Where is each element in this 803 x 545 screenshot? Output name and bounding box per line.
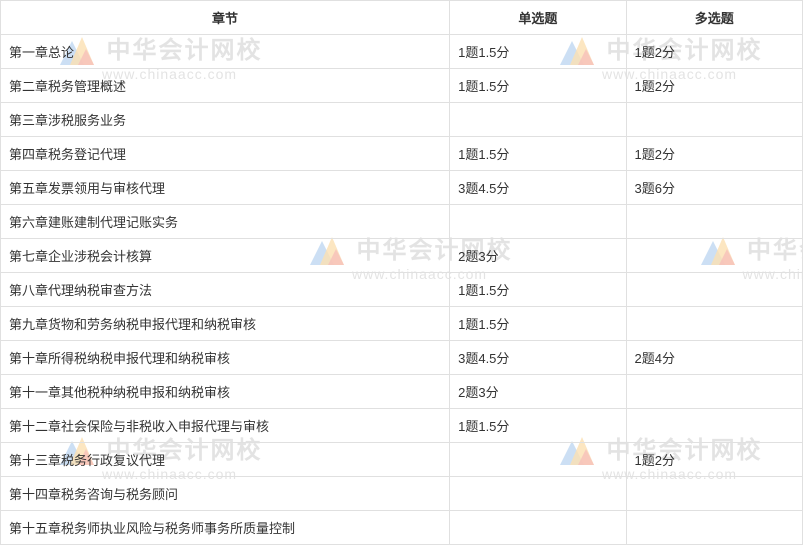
table-row: 第六章建账建制代理记账实务 [1, 205, 803, 239]
cell-chapter: 第十一章其他税种纳税申报和纳税审核 [1, 375, 450, 409]
cell-chapter: 第八章代理纳税审查方法 [1, 273, 450, 307]
cell-chapter: 第三章涉税服务业务 [1, 103, 450, 137]
cell-single [450, 477, 626, 511]
cell-single: 1题1.5分 [450, 69, 626, 103]
cell-single: 1题1.5分 [450, 307, 626, 341]
cell-multi [626, 205, 802, 239]
cell-chapter: 第十四章税务咨询与税务顾问 [1, 477, 450, 511]
cell-single: 3题4.5分 [450, 171, 626, 205]
cell-multi [626, 477, 802, 511]
cell-multi: 1题2分 [626, 443, 802, 477]
cell-multi: 1题2分 [626, 69, 802, 103]
cell-chapter: 第一章总论 [1, 35, 450, 69]
table-row: 第二章税务管理概述1题1.5分1题2分 [1, 69, 803, 103]
cell-single: 3题4.5分 [450, 341, 626, 375]
cell-single: 1题1.5分 [450, 137, 626, 171]
header-chapter: 章节 [1, 1, 450, 35]
cell-chapter: 第十三章税务行政复议代理 [1, 443, 450, 477]
cell-single: 1题1.5分 [450, 273, 626, 307]
cell-single: 2题3分 [450, 375, 626, 409]
cell-single [450, 205, 626, 239]
cell-chapter: 第七章企业涉税会计核算 [1, 239, 450, 273]
cell-single: 2题3分 [450, 239, 626, 273]
exam-table: 章节 单选题 多选题 第一章总论1题1.5分1题2分第二章税务管理概述1题1.5… [0, 0, 803, 545]
cell-single [450, 443, 626, 477]
table-row: 第十二章社会保险与非税收入申报代理与审核1题1.5分 [1, 409, 803, 443]
cell-multi [626, 511, 802, 545]
table-row: 第十章所得税纳税申报代理和纳税审核3题4.5分2题4分 [1, 341, 803, 375]
cell-chapter: 第二章税务管理概述 [1, 69, 450, 103]
table-row: 第一章总论1题1.5分1题2分 [1, 35, 803, 69]
table-row: 第十五章税务师执业风险与税务师事务所质量控制 [1, 511, 803, 545]
cell-chapter: 第十五章税务师执业风险与税务师事务所质量控制 [1, 511, 450, 545]
cell-multi [626, 103, 802, 137]
cell-single: 1题1.5分 [450, 35, 626, 69]
cell-single [450, 103, 626, 137]
header-multi: 多选题 [626, 1, 802, 35]
cell-multi [626, 409, 802, 443]
table-row: 第七章企业涉税会计核算2题3分 [1, 239, 803, 273]
cell-chapter: 第六章建账建制代理记账实务 [1, 205, 450, 239]
table-row: 第四章税务登记代理1题1.5分1题2分 [1, 137, 803, 171]
cell-multi: 2题4分 [626, 341, 802, 375]
table-header-row: 章节 单选题 多选题 [1, 1, 803, 35]
cell-chapter: 第四章税务登记代理 [1, 137, 450, 171]
cell-multi [626, 307, 802, 341]
cell-chapter: 第九章货物和劳务纳税申报代理和纳税审核 [1, 307, 450, 341]
cell-single [450, 511, 626, 545]
cell-single: 1题1.5分 [450, 409, 626, 443]
table-row: 第九章货物和劳务纳税申报代理和纳税审核1题1.5分 [1, 307, 803, 341]
cell-multi: 1题2分 [626, 137, 802, 171]
cell-multi [626, 375, 802, 409]
cell-chapter: 第十章所得税纳税申报代理和纳税审核 [1, 341, 450, 375]
cell-chapter: 第十二章社会保险与非税收入申报代理与审核 [1, 409, 450, 443]
cell-multi [626, 273, 802, 307]
header-single: 单选题 [450, 1, 626, 35]
table-row: 第八章代理纳税审查方法1题1.5分 [1, 273, 803, 307]
table-row: 第十四章税务咨询与税务顾问 [1, 477, 803, 511]
cell-chapter: 第五章发票领用与审核代理 [1, 171, 450, 205]
exam-table-container: 章节 单选题 多选题 第一章总论1题1.5分1题2分第二章税务管理概述1题1.5… [0, 0, 803, 545]
table-row: 第三章涉税服务业务 [1, 103, 803, 137]
cell-multi [626, 239, 802, 273]
table-row: 第五章发票领用与审核代理3题4.5分3题6分 [1, 171, 803, 205]
cell-multi: 3题6分 [626, 171, 802, 205]
table-row: 第十三章税务行政复议代理 1题2分 [1, 443, 803, 477]
cell-multi: 1题2分 [626, 35, 802, 69]
table-row: 第十一章其他税种纳税申报和纳税审核2题3分 [1, 375, 803, 409]
